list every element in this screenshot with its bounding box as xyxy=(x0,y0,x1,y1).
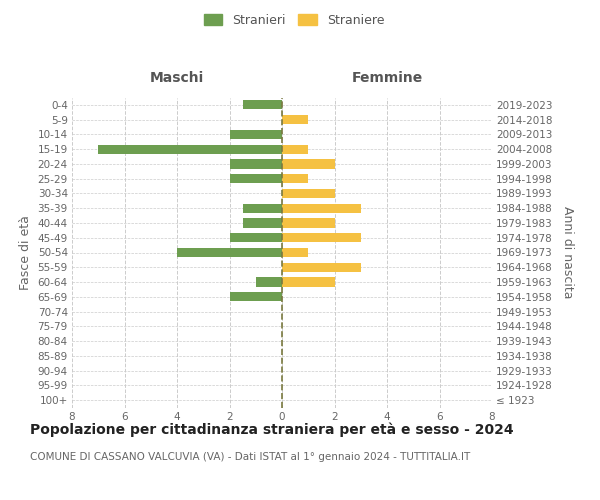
Bar xyxy=(282,204,361,213)
Bar xyxy=(98,144,282,154)
Y-axis label: Fasce di età: Fasce di età xyxy=(19,215,32,290)
Legend: Stranieri, Straniere: Stranieri, Straniere xyxy=(199,8,389,32)
Bar xyxy=(229,130,282,139)
Bar xyxy=(229,292,282,302)
Text: Popolazione per cittadinanza straniera per età e sesso - 2024: Popolazione per cittadinanza straniera p… xyxy=(30,422,514,437)
Bar xyxy=(242,204,282,213)
Bar xyxy=(242,100,282,110)
Text: COMUNE DI CASSANO VALCUVIA (VA) - Dati ISTAT al 1° gennaio 2024 - TUTTITALIA.IT: COMUNE DI CASSANO VALCUVIA (VA) - Dati I… xyxy=(30,452,470,462)
Bar xyxy=(282,160,335,168)
Bar xyxy=(282,233,361,242)
Bar xyxy=(282,115,308,124)
Bar xyxy=(282,189,335,198)
Bar xyxy=(282,218,335,228)
Bar xyxy=(229,233,282,242)
Bar xyxy=(282,262,361,272)
Bar xyxy=(256,278,282,286)
Bar xyxy=(229,160,282,168)
Text: Femmine: Femmine xyxy=(352,71,422,85)
Bar xyxy=(242,218,282,228)
Bar xyxy=(282,144,308,154)
Bar xyxy=(282,278,335,286)
Bar xyxy=(229,174,282,184)
Y-axis label: Anni di nascita: Anni di nascita xyxy=(561,206,574,299)
Bar xyxy=(282,248,308,257)
Bar xyxy=(282,174,308,184)
Text: Maschi: Maschi xyxy=(150,71,204,85)
Bar xyxy=(177,248,282,257)
